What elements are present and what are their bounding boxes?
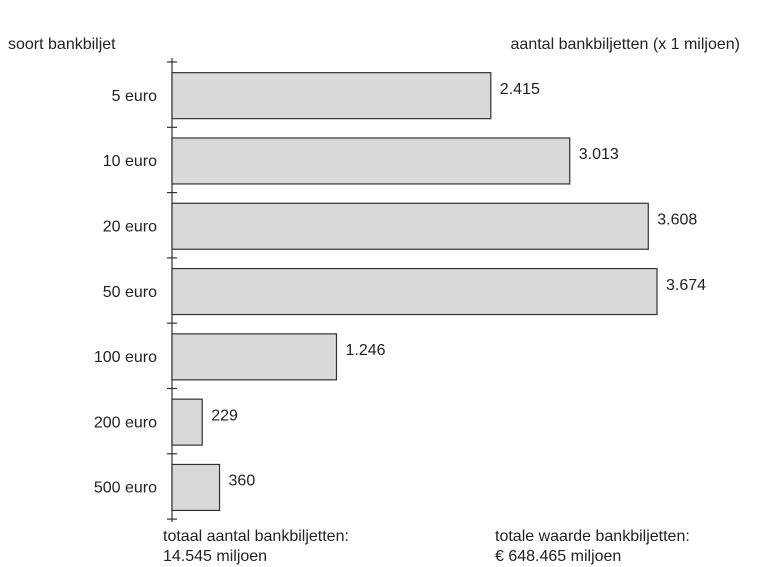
value-label: 1.246 xyxy=(345,342,385,359)
category-label: 20 euro xyxy=(103,218,157,235)
value-label: 360 xyxy=(229,473,256,490)
category-label: 50 euro xyxy=(103,284,157,301)
category-label: 100 euro xyxy=(94,349,157,366)
value-label: 3.013 xyxy=(579,146,619,163)
annotation: 14.545 miljoen xyxy=(163,548,267,565)
bar xyxy=(171,398,203,446)
category-label: 500 euro xyxy=(94,480,157,497)
value-axis-label: aantal bankbiljetten (x 1 miljoen) xyxy=(511,36,740,53)
bar xyxy=(171,267,658,316)
annotation: totaal aantal bankbiljetten: xyxy=(163,528,349,545)
category-label: 200 euro xyxy=(94,414,157,431)
annotation: € 648.465 miljoen xyxy=(495,548,621,565)
category-axis-label: soort bankbiljet xyxy=(8,36,116,53)
value-label: 2.415 xyxy=(500,81,540,98)
bar xyxy=(171,72,492,120)
bar xyxy=(171,202,649,250)
bar xyxy=(171,463,221,512)
value-label: 3.674 xyxy=(666,277,706,294)
value-label: 229 xyxy=(211,407,238,424)
bar xyxy=(171,137,571,185)
annotation: totale waarde bankbiljetten: xyxy=(495,528,690,545)
value-label: 3.608 xyxy=(657,211,697,228)
category-label: 5 euro xyxy=(112,88,157,105)
bar xyxy=(171,333,338,381)
category-label: 10 euro xyxy=(103,153,157,170)
